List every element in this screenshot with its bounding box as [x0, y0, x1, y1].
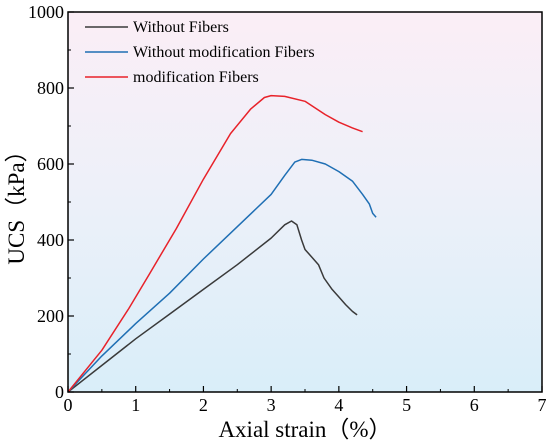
y-axis-title: UCS（kPa）	[4, 139, 29, 264]
y-tick-label: 600	[37, 154, 64, 174]
series-line-3	[67, 94, 363, 393]
legend-label: modification Fibers	[133, 69, 259, 86]
ticks-layer: 0 1 2 3 4 5 6 7 0 200 400 600 800 1000	[28, 2, 547, 415]
y-tick-label: 200	[37, 306, 64, 326]
series-layer	[67, 94, 377, 393]
legend-label: Without modification Fibers	[133, 44, 315, 61]
x-axis-title: Axial strain（%）	[218, 417, 391, 442]
x-tick-label: 1	[131, 395, 140, 415]
series-line-1	[67, 220, 358, 393]
x-tick-label: 2	[199, 395, 208, 415]
x-tick-label: 4	[334, 395, 343, 415]
legend-label: Without Fibers	[133, 19, 229, 36]
x-tick-label: 5	[402, 395, 411, 415]
plot-background	[68, 12, 542, 392]
y-tick-label: 1000	[28, 2, 64, 22]
y-tick-label: 800	[37, 78, 64, 98]
x-tick-label: 0	[64, 395, 73, 415]
y-tick-label: 0	[55, 382, 64, 402]
y-tick-label: 400	[37, 230, 64, 250]
x-tick-label: 7	[538, 395, 547, 415]
series-line-2	[67, 158, 377, 393]
x-tick-label: 6	[470, 395, 479, 415]
x-tick-label: 3	[267, 395, 276, 415]
legend: Without Fibers Without modification Fiber…	[85, 19, 315, 86]
